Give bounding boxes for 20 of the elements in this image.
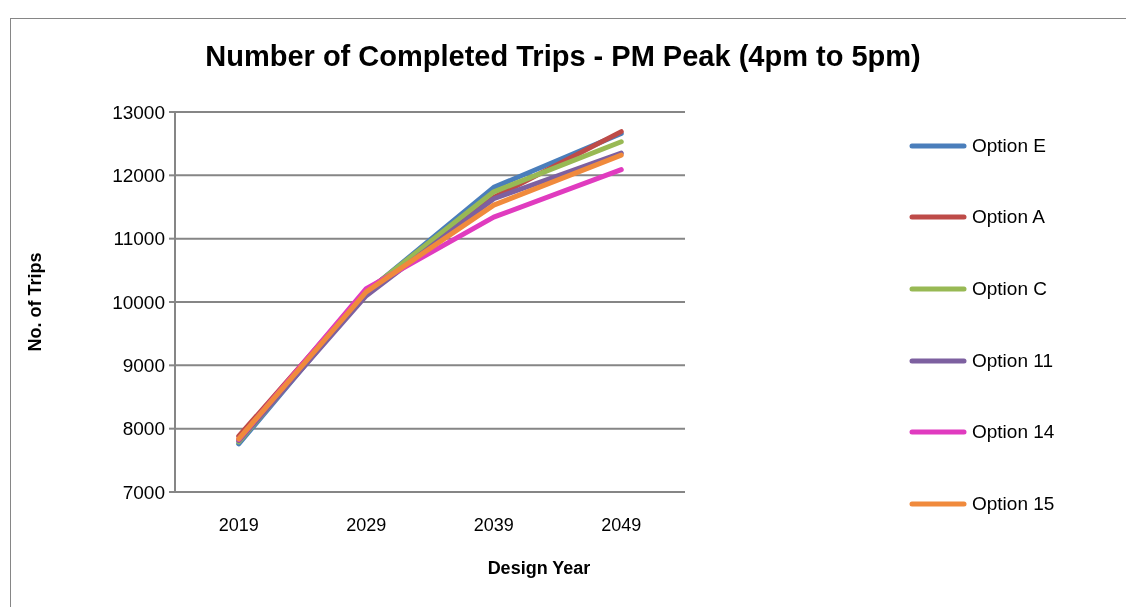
x-tick-label: 2029 (346, 514, 387, 535)
chart-title: Number of Completed Trips - PM Peak (4pm to 5pm) (204, 40, 922, 73)
legend-label: Option 15 (972, 492, 1055, 515)
x-tick-label: 2049 (601, 514, 642, 535)
legend-label: Option 14 (972, 421, 1055, 444)
legend-label: Option E (972, 134, 1046, 157)
legend-label: Option A (972, 206, 1045, 229)
y-tick-label: 8000 (122, 418, 165, 440)
legend-label: Option 11 (972, 349, 1053, 372)
x-tick-label: 2039 (473, 514, 514, 535)
y-tick-label: 13000 (112, 101, 165, 123)
y-tick-label: 10000 (112, 291, 165, 313)
x-tick-label: 2019 (218, 514, 259, 535)
y-tick-label: 12000 (112, 165, 165, 187)
y-tick-label: 7000 (122, 481, 165, 503)
y-tick-label: 11000 (113, 228, 165, 250)
x-axis-title: Design Year (486, 558, 592, 579)
y-axis-title: No. of Trips (24, 252, 46, 352)
legend-label: Option C (972, 277, 1047, 300)
y-tick-label: 9000 (122, 355, 165, 377)
